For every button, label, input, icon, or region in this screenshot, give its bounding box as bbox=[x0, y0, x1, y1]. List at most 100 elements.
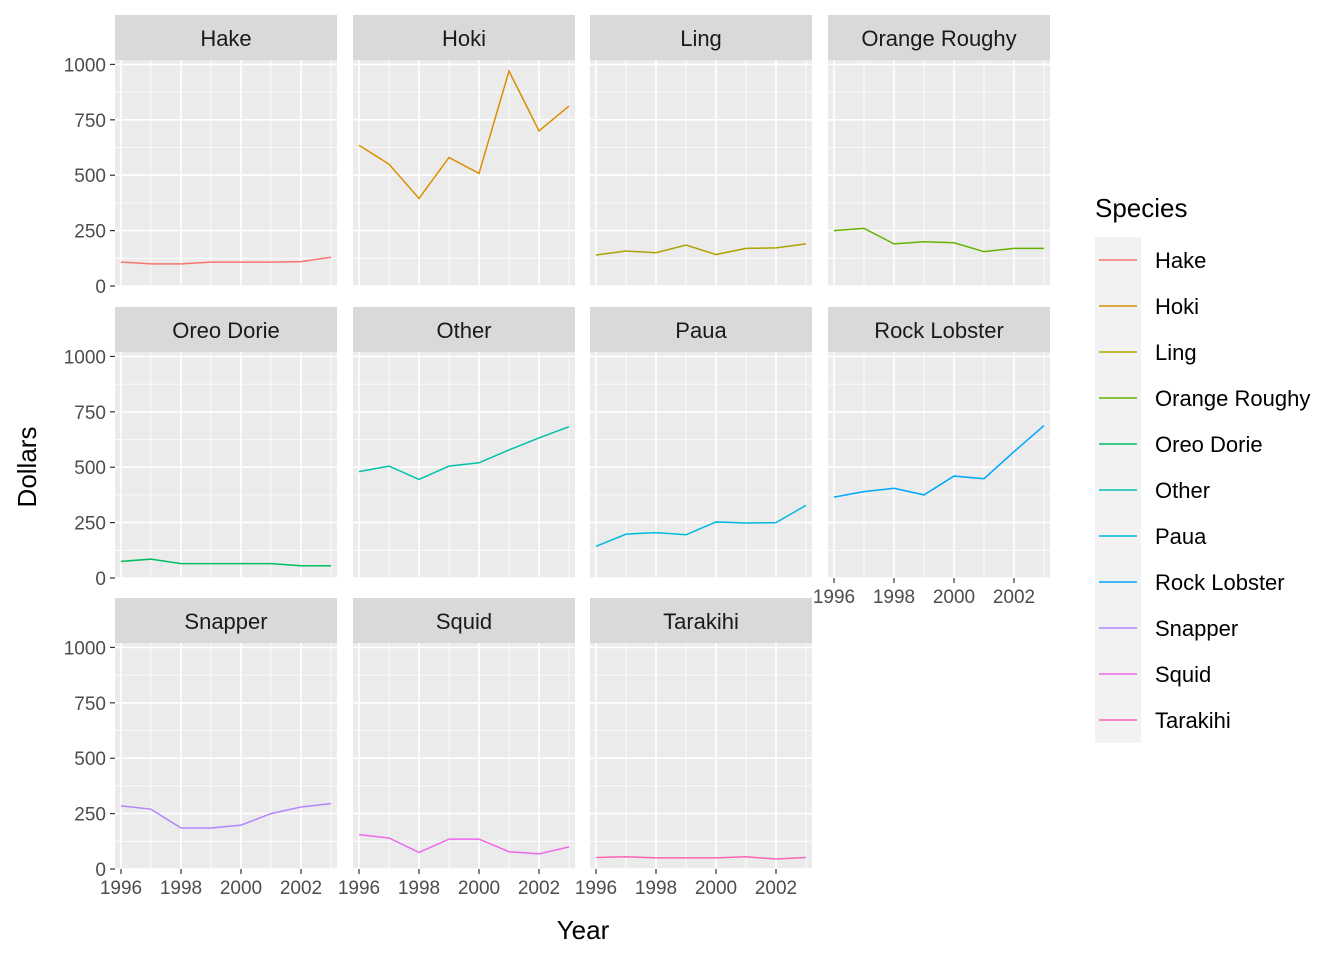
panel-background bbox=[115, 60, 337, 286]
legend-label: Tarakihi bbox=[1155, 708, 1231, 733]
legend-item-oreo-dorie: Oreo Dorie bbox=[1095, 421, 1263, 467]
legend-label: Rock Lobster bbox=[1155, 570, 1285, 595]
series-line-snapper bbox=[120, 802, 332, 829]
facet-tarakihi: Tarakihi 1996 1998 2000 2002 bbox=[575, 598, 812, 899]
facet-strip bbox=[115, 307, 337, 352]
legend-label: Squid bbox=[1155, 662, 1211, 687]
y-tick-label: 250 bbox=[74, 222, 106, 243]
facet-squid: Squid 1996 1998 2000 2002 bbox=[338, 598, 575, 899]
panel-background bbox=[353, 60, 575, 286]
facet-strip-label: Hoki bbox=[442, 26, 486, 51]
facet-other: Other bbox=[353, 307, 575, 579]
y-tick-label: 750 bbox=[74, 403, 106, 424]
x-tick-label: 2000 bbox=[220, 878, 262, 899]
x-tick-label: 2002 bbox=[755, 878, 797, 899]
x-tick-label: 1996 bbox=[100, 878, 142, 899]
legend-label: Oreo Dorie bbox=[1155, 432, 1263, 457]
facet-strip bbox=[590, 15, 812, 60]
legend-item-ling: Ling bbox=[1095, 329, 1197, 375]
y-tick-label: 250 bbox=[74, 805, 106, 826]
x-tick-label: 1998 bbox=[635, 878, 677, 899]
facet-strip bbox=[590, 598, 812, 643]
series-line-hoki bbox=[358, 69, 570, 200]
facet-strip-label: Tarakihi bbox=[663, 609, 739, 634]
x-tick-label: 1998 bbox=[873, 587, 915, 608]
facet-strip-label: Paua bbox=[675, 318, 727, 343]
series-line-orange-roughy bbox=[833, 227, 1044, 253]
x-tick-label: 2000 bbox=[933, 587, 975, 608]
series-line-tarakihi bbox=[595, 856, 807, 860]
x-tick-label: 2002 bbox=[993, 587, 1035, 608]
y-tick-label: 750 bbox=[74, 694, 106, 715]
facet-strip bbox=[115, 15, 337, 60]
facet-strip-label: Snapper bbox=[184, 609, 267, 634]
facet-strip bbox=[353, 307, 575, 352]
facet-ling: Ling bbox=[590, 15, 812, 287]
facet-panels: Hake 0 250 500 750 1000 Hoki Ling Orange Roughy O… bbox=[64, 15, 1050, 899]
panel-background bbox=[353, 643, 575, 869]
facet-strip-label: Squid bbox=[436, 609, 492, 634]
y-tick-label: 1000 bbox=[64, 55, 106, 76]
facet-strip-label: Other bbox=[436, 318, 491, 343]
x-tick-label: 2002 bbox=[280, 878, 322, 899]
series-line-other bbox=[358, 425, 570, 481]
facet-strip bbox=[590, 307, 812, 352]
y-tick-label: 500 bbox=[74, 458, 106, 479]
facet-hoki: Hoki bbox=[353, 15, 575, 287]
series-line-paua bbox=[595, 504, 807, 548]
x-tick-label: 2000 bbox=[695, 878, 737, 899]
legend-label: Orange Roughy bbox=[1155, 386, 1310, 411]
facet-strip-label: Oreo Dorie bbox=[172, 318, 280, 343]
facet-strip bbox=[828, 15, 1050, 60]
legend-item-orange-roughy: Orange Roughy bbox=[1095, 375, 1310, 421]
series-line-rock-lobster bbox=[833, 424, 1045, 498]
legend-label: Hoki bbox=[1155, 294, 1199, 319]
y-tick-label: 1000 bbox=[64, 638, 106, 659]
legend-label: Ling bbox=[1155, 340, 1197, 365]
facet-strip-label: Ling bbox=[680, 26, 722, 51]
x-tick-label: 2000 bbox=[458, 878, 500, 899]
facet-strip bbox=[353, 598, 575, 643]
legend-item-tarakihi: Tarakihi bbox=[1095, 697, 1231, 743]
x-tick-label: 2002 bbox=[518, 878, 560, 899]
facet-strip-label: Rock Lobster bbox=[874, 318, 1004, 343]
y-tick-label: 1000 bbox=[64, 347, 106, 368]
facet-hake: Hake 0 250 500 750 1000 bbox=[64, 15, 337, 298]
facet-snapper: Snapper 0 250 500 750 1000 1996 1998 2000 2002 bbox=[64, 598, 337, 899]
facet-strip-label: Hake bbox=[200, 26, 251, 51]
y-tick-label: 750 bbox=[74, 111, 106, 132]
facet-strip-label: Orange Roughy bbox=[861, 26, 1016, 51]
legend-item-other: Other bbox=[1095, 467, 1210, 513]
series-line-squid bbox=[358, 833, 570, 855]
x-tick-label: 1996 bbox=[813, 587, 855, 608]
legend-label: Paua bbox=[1155, 524, 1207, 549]
legend-label: Hake bbox=[1155, 248, 1206, 273]
panel-background bbox=[115, 643, 337, 869]
y-tick-label: 250 bbox=[74, 514, 106, 535]
facet-oreo-dorie: Oreo Dorie 0 250 500 750 1000 bbox=[64, 307, 337, 590]
legend-item-hake: Hake bbox=[1095, 237, 1206, 283]
x-tick-label: 1996 bbox=[575, 878, 617, 899]
facet-strip bbox=[828, 307, 1050, 352]
legend-item-squid: Squid bbox=[1095, 651, 1211, 697]
facet-rock-lobster: Rock Lobster 1996 1998 2000 2002 bbox=[813, 307, 1050, 608]
legend-item-rock-lobster: Rock Lobster bbox=[1095, 559, 1285, 605]
y-tick-label: 500 bbox=[74, 166, 106, 187]
y-axis-title: Dollars bbox=[12, 427, 42, 508]
legend-label: Snapper bbox=[1155, 616, 1238, 641]
panel-background bbox=[828, 60, 1050, 286]
panel-background bbox=[115, 352, 337, 578]
series-line-hake bbox=[120, 256, 332, 265]
legend-item-snapper: Snapper bbox=[1095, 605, 1238, 651]
panel-background bbox=[590, 643, 812, 869]
x-tick-label: 1996 bbox=[338, 878, 380, 899]
legend-item-hoki: Hoki bbox=[1095, 283, 1199, 329]
facet-strip bbox=[115, 598, 337, 643]
x-tick-label: 1998 bbox=[398, 878, 440, 899]
y-tick-label: 0 bbox=[95, 277, 106, 298]
panel-background bbox=[590, 352, 812, 578]
y-tick-label: 500 bbox=[74, 749, 106, 770]
y-tick-label: 0 bbox=[95, 860, 106, 881]
legend-item-paua: Paua bbox=[1095, 513, 1207, 559]
